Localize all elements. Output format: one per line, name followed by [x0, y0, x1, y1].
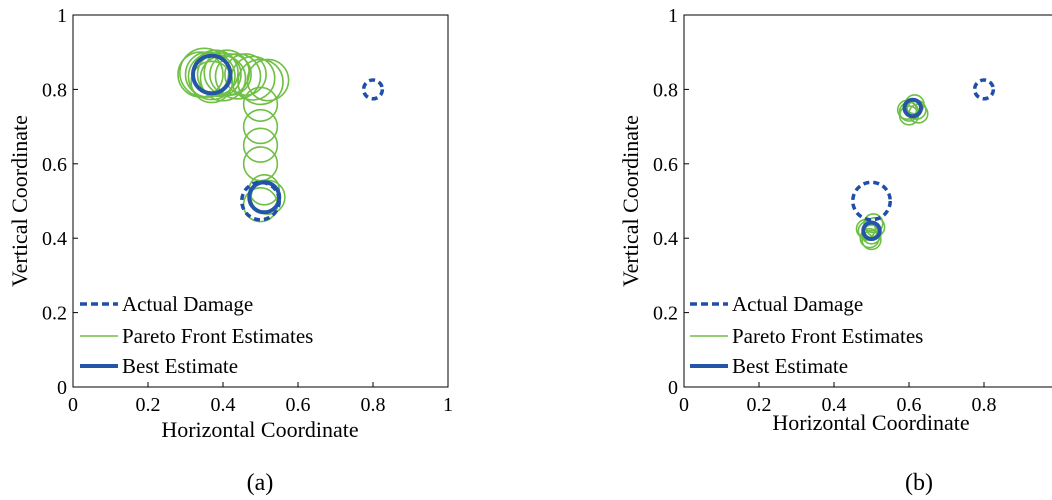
x-tick-label: 0.2 [136, 394, 161, 416]
y-axis-label-a: Vertical Coordinate [7, 115, 32, 287]
x-axis-label-b: Horizontal Coordinate [772, 410, 969, 435]
x-tick-label: 0.6 [897, 394, 922, 416]
pareto-estimate-circle [861, 229, 882, 251]
x-tick-label: 0.2 [747, 394, 772, 416]
x-axis-label-a: Horizontal Coordinate [161, 417, 358, 442]
y-tick-label: 1 [668, 5, 678, 27]
pareto-estimate-circle [242, 86, 279, 122]
pareto-estimate-circle [242, 108, 279, 145]
pareto-estimate-circle [242, 127, 279, 163]
legend-label-actual-a: Actual Damage [122, 292, 253, 316]
x-ticks-a: 0 0.2 0.4 0.6 0.8 1 [68, 382, 453, 416]
actual-damage-circle [851, 180, 892, 222]
caption-b: (b) [905, 470, 933, 496]
x-ticks-b: 0 0.2 0.4 0.6 0.8 [679, 382, 997, 416]
x-tick-label: 0 [68, 394, 78, 416]
y-tick-label: 0.8 [42, 79, 67, 101]
x-tick-label: 1 [443, 394, 453, 416]
actual-damage-circle [361, 78, 385, 101]
y-tick-label: 0 [57, 377, 67, 399]
x-tick-label: 0.8 [361, 394, 386, 416]
pareto-estimate-circle [859, 228, 880, 249]
x-tick-label: 0.4 [211, 394, 236, 416]
legend-label-best-b: Best Estimate [732, 354, 848, 378]
actual-damage-circle [972, 78, 996, 101]
panel-b: 0 0.2 0.4 0.6 0.8 0 0.2 0.4 0.6 0.8 1 Horizontal … [618, 5, 1052, 496]
marks-b [851, 78, 996, 251]
best-estimate-circle [191, 53, 233, 96]
y-tick-label: 0.4 [653, 228, 678, 250]
panel-a: 0 0.2 0.4 0.6 0.8 1 0 0.2 0.4 0.6 0.8 1 Horizontal… [7, 5, 453, 496]
x-tick-label: 0 [679, 394, 689, 416]
legend-label-pareto-a: Pareto Front Estimates [122, 324, 313, 348]
x-tick-label: 0.8 [972, 394, 997, 416]
pareto-estimate-circle [863, 213, 884, 234]
pareto-estimate-circle [246, 58, 290, 102]
pareto-estimate-circle [187, 52, 236, 101]
y-ticks-b: 0 0.2 0.4 0.6 0.8 1 [653, 5, 689, 399]
x-tick-label: 0.4 [822, 394, 847, 416]
marks-a [177, 47, 385, 223]
legend-label-best-a: Best Estimate [122, 354, 238, 378]
pareto-estimate-circle [209, 53, 252, 96]
y-tick-label: 0.4 [42, 228, 67, 250]
y-tick-label: 0.8 [653, 79, 678, 101]
pareto-estimate-circle [196, 51, 242, 98]
actual-damage-circle [240, 180, 281, 222]
pareto-estimate-circle [190, 60, 234, 104]
y-tick-label: 0.2 [653, 303, 678, 325]
x-tick-label: 0.6 [286, 394, 311, 416]
y-tick-label: 0 [668, 377, 678, 399]
y-tick-label: 1 [57, 5, 67, 27]
plot-area-b [683, 14, 1052, 388]
best-estimate-circle [861, 220, 882, 242]
pareto-estimate-circle [214, 53, 262, 100]
caption-a: (a) [247, 470, 274, 496]
y-tick-label: 0.6 [653, 154, 678, 176]
pareto-estimate-circle [242, 146, 279, 182]
legend-label-pareto-b: Pareto Front Estimates [732, 324, 923, 348]
legend-label-actual-b: Actual Damage [732, 292, 863, 316]
y-axis-label-b: Vertical Coordinate [618, 115, 643, 287]
best-estimate-circle [902, 97, 923, 119]
legend-b: Actual Damage Pareto Front Estimates Bes… [690, 292, 923, 378]
y-tick-label: 0.2 [42, 303, 67, 325]
y-tick-label: 0.6 [42, 154, 67, 176]
legend-a: Actual Damage Pareto Front Estimates Bes… [80, 292, 313, 378]
y-ticks-a: 0 0.2 0.4 0.6 0.8 1 [42, 5, 78, 399]
pareto-estimate-circle [237, 58, 284, 106]
